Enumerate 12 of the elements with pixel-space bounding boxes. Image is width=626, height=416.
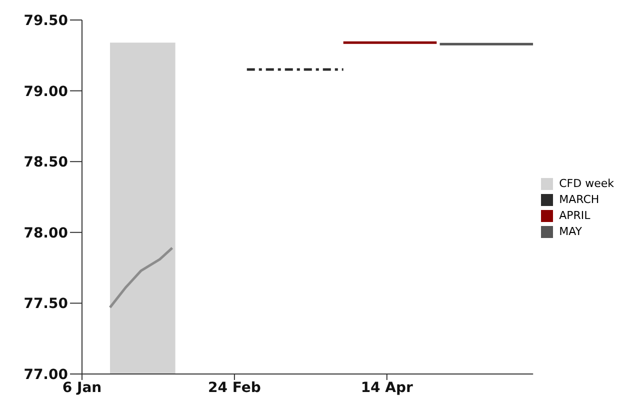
legend-label: MARCH <box>559 192 600 208</box>
legend-label: MAY <box>559 224 582 240</box>
y-tick-label: 79.00 <box>24 84 68 100</box>
legend-label: CFD week <box>559 176 614 192</box>
y-tick-label: 77.50 <box>24 296 68 312</box>
line-series <box>108 246 174 309</box>
x-tick-label: 14 Apr <box>360 380 414 396</box>
y-tick-label: 78.00 <box>24 225 68 242</box>
y-tick-label: 79.50 <box>24 12 68 29</box>
legend-label: APRIL <box>559 208 590 224</box>
x-tick-label: 24 Feb <box>208 380 261 396</box>
y-tick-label: 78.50 <box>24 154 68 171</box>
